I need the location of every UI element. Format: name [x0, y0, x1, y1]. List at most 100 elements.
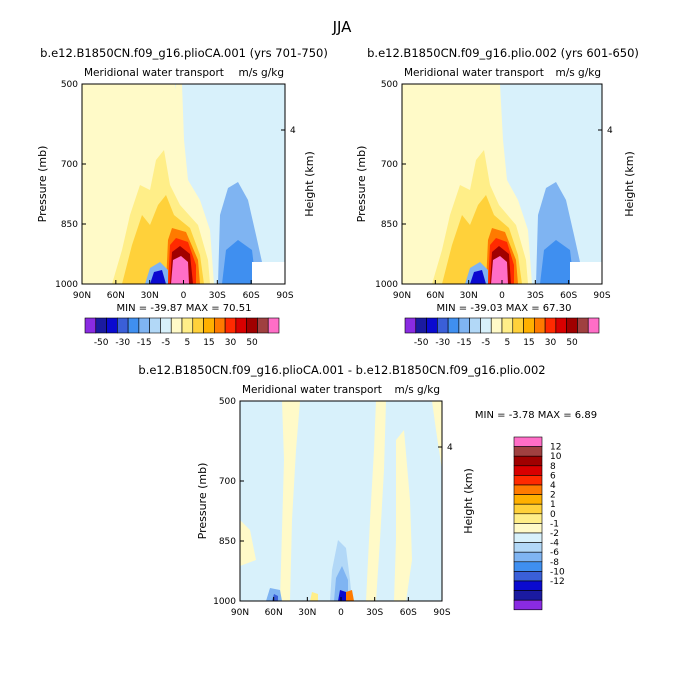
colorbar-swatch — [513, 484, 543, 495]
colorbar-swatch — [513, 542, 543, 553]
colorbar-label: 15 — [203, 338, 214, 348]
colorbar-swatch — [267, 317, 280, 334]
colorbar-swatch — [458, 317, 470, 334]
colorbar-swatch — [513, 494, 543, 505]
colorbar-swatch — [149, 317, 161, 334]
colorbar-label: -30 — [115, 338, 130, 348]
colorbar-swatch — [512, 317, 524, 334]
colorbar-swatch — [117, 317, 129, 334]
panel-b: b.e12.B1850CN.f09_g16.plio.002 (yrs 601-… — [355, 46, 639, 348]
colorbar-swatch — [513, 455, 543, 467]
panel-c-contours — [240, 401, 442, 601]
y-tick-label: 700 — [381, 160, 398, 170]
colorbar-swatch — [513, 465, 543, 476]
colorbar-swatch — [447, 317, 460, 334]
x-tick-label: 30S — [209, 291, 226, 301]
panel-c-axes: 90N 60N 30N 0 30S 60S 90S 500 700 850 1000 4 — [213, 397, 453, 618]
colorbar-swatch — [534, 317, 546, 334]
y-tick-label: 1000 — [213, 597, 236, 607]
panel-a-title: b.e12.B1850CN.f09_g16.plioCA.001 (yrs 70… — [40, 46, 328, 60]
panel-a-ylabel: Pressure (mb) — [36, 146, 49, 223]
colorbar-swatch — [501, 317, 514, 334]
panel-c-positive-band-2 — [366, 401, 386, 601]
panel-b-ylabel-right: Height (km) — [623, 151, 636, 217]
colorbar-label: 5 — [505, 338, 511, 348]
panel-c-pos-small — [310, 592, 318, 601]
colorbar-label: -50 — [94, 338, 109, 348]
colorbar-label: 50 — [246, 338, 258, 348]
colorbar-swatch — [513, 590, 543, 601]
colorbar-swatch — [480, 317, 492, 334]
colorbar-swatch — [404, 317, 417, 334]
colorbar-swatch — [523, 317, 535, 334]
panel-b-contours — [402, 84, 602, 284]
colorbar-swatch — [555, 317, 567, 334]
x-tick-label: 60S — [560, 291, 577, 301]
y-tick-label: 500 — [219, 397, 236, 407]
panel-b-title: b.e12.B1850CN.f09_g16.plio.002 (yrs 601-… — [367, 46, 639, 60]
panel-b-contour-neg-15 — [470, 270, 486, 284]
x-tick-label: 90N — [73, 291, 91, 301]
panel-a-missing-data — [252, 262, 285, 284]
colorbar-swatch — [170, 317, 183, 334]
colorbar-swatch — [203, 317, 215, 334]
colorbar-swatch — [181, 317, 194, 334]
colorbar-label: 2 — [550, 491, 556, 501]
colorbar-swatch — [469, 317, 481, 334]
colorbar-swatch — [214, 317, 226, 334]
colorbar-label: 30 — [225, 338, 237, 348]
panel-b-colorbar: -50 -30 -15 -5 5 15 30 50 — [404, 317, 600, 348]
y-tick-label: 850 — [381, 220, 398, 230]
x-tick-label: 30N — [460, 291, 478, 301]
colorbar-label: 30 — [545, 338, 557, 348]
x-tick-label: 90N — [393, 291, 411, 301]
colorbar-swatch — [513, 551, 543, 563]
x-tick-label: 0 — [181, 291, 187, 301]
panel-c-positive-band-3 — [394, 430, 412, 601]
panel-a-ylabel-right: Height (km) — [303, 151, 316, 217]
panel-b-missing-data — [570, 262, 602, 284]
panel-a-contour-max — [171, 256, 189, 284]
x-tick-label: 90S — [433, 608, 450, 618]
colorbar-label: 8 — [550, 462, 556, 472]
panel-a-colorbar: -50 -30 -15 -5 5 15 30 50 — [84, 317, 280, 348]
colorbar-label: -15 — [457, 338, 472, 348]
x-tick-label: 0 — [499, 291, 505, 301]
x-tick-label: 90S — [593, 291, 610, 301]
colorbar-label: 12 — [550, 443, 561, 453]
y-tick-label: 700 — [61, 160, 78, 170]
panel-b-stats: MIN = -39.03 MAX = 67.30 — [437, 303, 572, 314]
colorbar-swatch — [84, 317, 97, 334]
panel-c-pos-peak — [346, 590, 354, 601]
colorbar-swatch — [415, 317, 427, 334]
y-tick-label: 850 — [61, 220, 78, 230]
panel-c-stats: MIN = -3.78 MAX = 6.89 — [475, 410, 597, 421]
y-tick-label: 500 — [61, 80, 78, 90]
colorbar-label: -8 — [550, 558, 559, 568]
colorbar-label: 50 — [566, 338, 578, 348]
right-tick-label: 4 — [290, 126, 296, 136]
x-tick-label: 60S — [243, 291, 260, 301]
colorbar-swatch — [513, 599, 543, 611]
colorbar-label: -30 — [435, 338, 450, 348]
colorbar-label: -12 — [550, 577, 565, 587]
y-tick-label: 1000 — [375, 280, 398, 290]
x-tick-label: 90N — [231, 608, 249, 618]
x-tick-label: 0 — [338, 608, 344, 618]
colorbar-label: 5 — [185, 338, 191, 348]
panel-c-positive-band-5 — [240, 520, 256, 566]
colorbar-label: 4 — [550, 481, 556, 491]
y-tick-label: 500 — [381, 80, 398, 90]
panel-c-title: b.e12.B1850CN.f09_g16.plioCA.001 - b.e12… — [138, 363, 545, 377]
colorbar-swatch — [235, 317, 247, 334]
panel-a-subtitle-left: Meridional water transport — [84, 67, 224, 79]
colorbar-swatch — [513, 561, 543, 572]
panel-c-positive-band-1 — [280, 401, 300, 601]
colorbar-swatch — [513, 475, 543, 486]
panel-c-neg-5 — [338, 590, 346, 601]
colorbar-swatch — [587, 317, 600, 334]
panel-c-ylabel: Pressure (mb) — [196, 463, 209, 540]
colorbar-swatch — [577, 317, 589, 334]
